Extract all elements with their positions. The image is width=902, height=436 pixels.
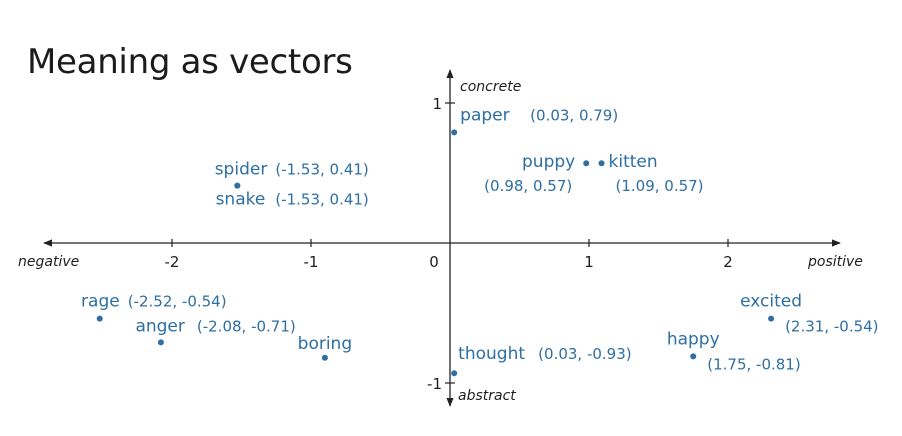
x-tick-label: -2 <box>165 253 180 271</box>
point-anger: anger (-2.08, -0.71) <box>135 316 296 346</box>
coordinate-label: (-2.52, -0.54) <box>128 293 227 311</box>
point-boring: boring <box>298 334 352 361</box>
word-label: excited <box>740 292 802 312</box>
data-point-marker <box>598 160 605 167</box>
point-snake: snake (-1.53, 0.41) <box>216 182 369 210</box>
coordinate-label: (0.03, 0.79) <box>530 106 618 124</box>
x-tick-label: 2 <box>723 253 733 271</box>
point-puppy: puppy (0.98, 0.57) <box>484 152 590 195</box>
x-tick-label: 0 <box>429 253 439 271</box>
data-point-marker <box>583 160 590 167</box>
word-label: boring <box>298 334 352 354</box>
data-point-marker <box>768 315 775 322</box>
word-label: spider <box>215 160 268 180</box>
point-rage: rage (-2.52, -0.54) <box>81 292 227 322</box>
word-label: kitten <box>609 152 658 172</box>
point-happy: happy (1.75, -0.81) <box>667 329 801 373</box>
points-group: paper (0.03, 0.79) puppy (0.98, 0.57) kitten… <box>81 105 879 377</box>
coordinate-label: (-1.53, 0.41) <box>275 161 368 179</box>
coordinate-label: (0.98, 0.57) <box>484 177 572 195</box>
point-kitten: kitten (1.09, 0.57) <box>598 152 704 195</box>
tick-group: -2 -1 0 1 2 1 -1 <box>165 95 733 393</box>
coordinate-label: (0.03, -0.93) <box>538 345 631 363</box>
data-point-marker <box>451 370 458 377</box>
point-excited: excited (2.31, -0.54) <box>740 292 878 336</box>
word-label: happy <box>667 329 720 349</box>
coordinate-label: (-2.08, -0.71) <box>197 317 296 335</box>
data-point-marker <box>690 353 697 360</box>
x-tick-label: -1 <box>304 253 319 271</box>
coordinate-label: (2.31, -0.54) <box>785 318 878 336</box>
x-negative-label: negative <box>18 254 79 270</box>
data-point-marker <box>321 354 328 361</box>
coordinate-label: (1.09, 0.57) <box>616 177 704 195</box>
word-label: anger <box>135 316 184 336</box>
word-label: paper <box>460 105 509 125</box>
x-positive-label: positive <box>807 254 863 270</box>
data-point-marker <box>96 315 103 322</box>
y-negative-label: abstract <box>458 388 516 404</box>
page-title: Meaning as vectors <box>27 42 353 82</box>
point-thought: thought (0.03, -0.93) <box>451 344 632 377</box>
y-positive-label: concrete <box>460 79 521 95</box>
coordinate-label: (1.75, -0.81) <box>707 355 800 373</box>
word-label: puppy <box>522 152 575 172</box>
y-tick-label: 1 <box>432 95 442 113</box>
x-tick-label: 1 <box>584 253 594 271</box>
data-point-marker <box>451 129 458 136</box>
point-paper: paper (0.03, 0.79) <box>451 105 618 136</box>
data-point-marker <box>234 182 241 189</box>
word-label: snake <box>216 190 266 210</box>
y-tick-label: -1 <box>427 375 442 393</box>
coordinate-label: (-1.53, 0.41) <box>275 191 368 209</box>
word-label: rage <box>81 292 120 312</box>
data-point-marker <box>157 339 164 346</box>
word-label: thought <box>458 344 525 364</box>
